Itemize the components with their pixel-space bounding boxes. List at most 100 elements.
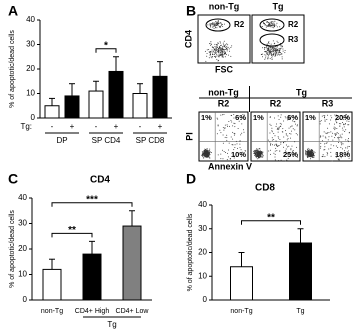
event-dot (210, 42, 212, 44)
event-dot (305, 154, 307, 156)
bar (44, 105, 60, 119)
event-dot (270, 48, 272, 50)
event-dot (208, 51, 210, 53)
event-dot (343, 155, 345, 157)
event-dot (309, 156, 311, 158)
event-dot (327, 139, 329, 141)
event-dot (258, 153, 260, 155)
event-dot (254, 151, 256, 153)
event-dot (272, 48, 274, 50)
panel-label: A (8, 3, 18, 19)
event-dot (215, 56, 217, 58)
event-dot (326, 118, 328, 120)
y-tick-label: 20 (18, 244, 27, 253)
event-dot (221, 55, 223, 57)
event-dot (234, 126, 236, 128)
event-dot (323, 117, 325, 119)
event-dot (202, 155, 204, 157)
event-dot (328, 132, 330, 134)
event-dot (287, 157, 289, 159)
event-dot (207, 156, 209, 158)
event-dot (274, 24, 276, 26)
event-dot (281, 52, 283, 54)
quadrant-label: 6% (235, 113, 246, 122)
event-dot (279, 54, 281, 56)
event-dot (279, 122, 281, 124)
event-dot (283, 120, 285, 122)
event-dot (210, 44, 212, 46)
event-dot (220, 158, 222, 160)
event-dot (221, 114, 223, 116)
event-dot (224, 128, 226, 130)
event-dot (218, 56, 220, 58)
event-dot (286, 139, 288, 141)
event-dot (221, 23, 223, 25)
event-dot (285, 151, 287, 153)
event-dot (323, 131, 325, 133)
event-dot (341, 144, 343, 146)
event-dot (342, 117, 344, 119)
event-dot (287, 146, 289, 148)
event-dot (322, 135, 324, 137)
event-dot (294, 141, 296, 143)
event-dot (265, 57, 267, 59)
event-dot (217, 46, 219, 48)
event-dot (274, 42, 276, 44)
y-tick-label: 20 (26, 64, 35, 73)
event-dot (341, 127, 343, 129)
legend-label: + (114, 122, 119, 131)
event-dot (273, 25, 275, 27)
event-dot (279, 138, 281, 140)
event-dot (262, 47, 264, 49)
bar (122, 225, 142, 301)
event-dot (321, 140, 323, 142)
event-dot (237, 147, 239, 149)
event-dot (233, 157, 235, 159)
event-dot (256, 151, 258, 153)
event-dot (336, 121, 338, 123)
event-dot (292, 120, 294, 122)
event-dot (264, 50, 266, 52)
event-dot (275, 143, 277, 145)
event-dot (344, 122, 346, 124)
event-dot (272, 51, 274, 53)
event-dot (324, 120, 326, 122)
event-dot (347, 116, 349, 118)
event-dot (276, 26, 278, 28)
event-dot (260, 153, 262, 155)
group-header: Tg (296, 87, 307, 97)
event-dot (288, 115, 290, 117)
event-dot (219, 129, 221, 131)
event-dot (219, 55, 221, 57)
event-dot (256, 148, 258, 150)
event-dot (307, 154, 309, 156)
event-dot (215, 25, 217, 27)
event-dot (209, 25, 211, 27)
event-dot (223, 53, 225, 55)
y-tick-label: 10 (198, 271, 207, 280)
event-dot (319, 121, 321, 123)
event-dot (286, 153, 288, 155)
event-dot (253, 150, 255, 152)
event-dot (273, 52, 275, 54)
event-dot (311, 152, 313, 154)
event-dot (209, 43, 211, 45)
event-dot (217, 51, 219, 53)
event-dot (260, 53, 262, 55)
event-dot (266, 50, 268, 52)
event-dot (257, 154, 259, 156)
event-dot (268, 51, 270, 53)
event-dot (282, 50, 284, 52)
event-dot (283, 136, 285, 138)
event-dot (226, 43, 228, 45)
event-dot (291, 130, 293, 132)
event-dot (305, 154, 307, 156)
event-dot (267, 42, 269, 44)
event-dot (221, 51, 223, 53)
event-dot (227, 125, 229, 127)
event-dot (268, 43, 270, 45)
event-dot (296, 125, 298, 127)
event-dot (269, 58, 271, 60)
event-dot (215, 23, 217, 25)
event-dot (330, 119, 332, 121)
